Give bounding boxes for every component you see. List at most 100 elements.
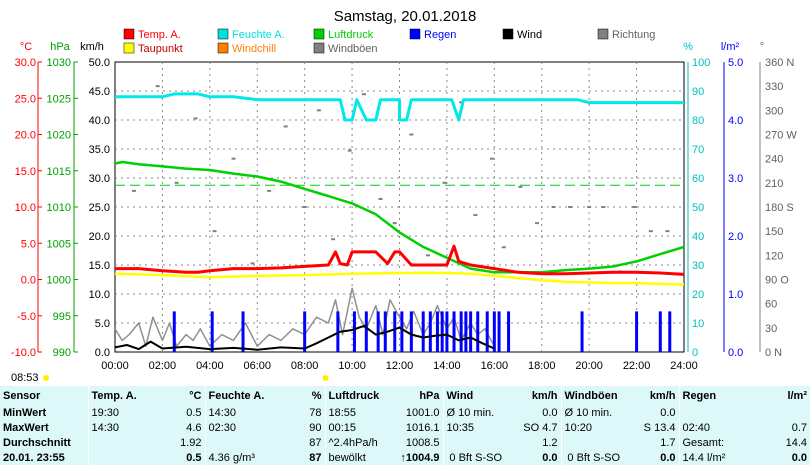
- direction-axis-tick-label: 360 N: [765, 57, 794, 69]
- markers: [43, 375, 329, 381]
- cell-hum-time: 14:30: [204, 405, 267, 420]
- x-tick-label: 08:00: [291, 360, 319, 372]
- rain-bar: [440, 311, 444, 352]
- row-label: Durchschnitt: [3, 436, 71, 449]
- direction-axis-tick-label: 210: [765, 178, 783, 190]
- cell-wind-value: 1.2: [542, 436, 558, 449]
- pressure-axis-tick-label: 990: [53, 347, 71, 359]
- x-tick-label: 06:00: [243, 360, 271, 372]
- legend-swatch: [502, 28, 514, 40]
- wind-axis-tick-label: 30.0: [89, 173, 110, 185]
- temperature-line: [115, 244, 685, 276]
- temp-axis-tick-label: 25.0: [15, 93, 36, 105]
- x-tick-label: 22:00: [623, 360, 651, 372]
- rain-bar: [497, 311, 501, 352]
- header-wind: Wind: [442, 386, 505, 405]
- cell-press-value: 1001.0: [405, 406, 440, 419]
- cell-rain-value: 0.0: [791, 451, 807, 464]
- dewpoint-line: [114, 271, 685, 286]
- humidity-unit: %: [683, 41, 693, 53]
- header-rain-unit: l/m²: [787, 389, 807, 402]
- rain-bar: [635, 311, 639, 352]
- rain-axis-tick-label: 5.0: [728, 57, 743, 69]
- rain-bar: [421, 311, 425, 352]
- humidity-axis-tick-label: 80: [692, 115, 704, 127]
- header-humidity-unit: %: [311, 389, 322, 402]
- table-row: Durchschnitt 1.92 87 ^2.4hPa/h 1008.5 1.…: [0, 435, 810, 450]
- cell-hum-value: 78: [309, 406, 322, 419]
- legend-swatch: [313, 28, 325, 40]
- x-tick-label: 18:00: [528, 360, 556, 372]
- cell-gust-value: 0.0: [660, 406, 676, 419]
- cell-rain-today: 14.4 l/m²: [678, 450, 751, 465]
- x-tick-label: 10:00: [338, 360, 366, 372]
- axes: 00:00 02:00 04:00 06:00 08:00 10:00 12:00 14:00…: [11, 57, 797, 372]
- cell-temp-value: 4.6: [186, 421, 202, 434]
- x-tick-label: 20:00: [575, 360, 603, 372]
- cell-rain-total-label: Gesamt:: [678, 435, 751, 450]
- legend-label: Windböen: [328, 43, 378, 55]
- rain-bar: [400, 311, 404, 352]
- cell-temp-value: 0.5: [186, 451, 202, 464]
- humidity-axis-tick-label: 20: [692, 289, 704, 301]
- rain-bar: [435, 311, 439, 352]
- wind-axis-tick-label: 50.0: [89, 57, 110, 69]
- humidity-axis-tick-label: 50: [692, 202, 704, 214]
- cell-temp-time: [87, 450, 153, 465]
- cell-wind-time: 10:35: [442, 420, 505, 435]
- direction-axis-tick-label: 60: [765, 299, 777, 311]
- cell-wind-time: [442, 435, 505, 450]
- header-temp: Temp. A.: [87, 386, 153, 405]
- direction-unit: °: [760, 41, 764, 53]
- pressure-line: [114, 160, 685, 274]
- humidity-axis-tick-label: 40: [692, 231, 704, 243]
- header-gust-unit: km/h: [649, 389, 676, 402]
- rain-bar: [303, 311, 307, 352]
- cell-press-value: ↑1004.9: [400, 451, 440, 464]
- current-time-dot: [322, 375, 329, 381]
- cell-hum-time: 02:30: [204, 420, 267, 435]
- legend-label: Feuchte A.: [232, 29, 285, 41]
- cell-press-time: 00:15: [324, 420, 385, 435]
- cell-rain-value: 14.4: [785, 436, 807, 449]
- rain-bar: [445, 311, 449, 352]
- legend-swatch: [123, 28, 135, 40]
- wind-axis-tick-label: 15.0: [89, 260, 110, 272]
- cell-temp-time: [87, 435, 153, 450]
- rain-bar: [428, 311, 432, 352]
- pressure-axis-tick-label: 1020: [47, 130, 71, 142]
- humidity-axis-tick-label: 70: [692, 144, 704, 156]
- rain-bar: [507, 311, 511, 352]
- rain-axis-tick-label: 0.0: [728, 347, 743, 359]
- cell-temp-time: 14:30: [87, 420, 153, 435]
- cell-wind-beaufort: 0 Bft S-SO: [442, 450, 505, 465]
- cell-temp-time: 19:30: [87, 405, 153, 420]
- weather-chart: Samstag, 20.01.2018 Temp. A. Feuchte A. Lu…: [11, 8, 797, 381]
- rain-bar: [469, 311, 473, 352]
- rain-bar: [452, 311, 456, 352]
- cell-wind-max: 4.7: [542, 421, 558, 434]
- rain-axis-tick-label: 4.0: [728, 115, 743, 127]
- legend-label: Taupunkt: [138, 43, 183, 55]
- pressure-axis-tick-label: 1000: [47, 275, 71, 287]
- cell-rain-value: [751, 405, 810, 420]
- rain-bar: [210, 311, 214, 352]
- legend-label: Richtung: [612, 29, 655, 41]
- pressure-axis-tick-label: 1010: [47, 202, 71, 214]
- legend-label: Windchill: [232, 43, 276, 55]
- rain-bar: [172, 311, 176, 352]
- direction-axis-tick-label: 90 O: [765, 275, 789, 287]
- cell-hum-value: 87: [309, 436, 322, 449]
- cell-hum-value: 87: [309, 451, 322, 464]
- table-row: 20.01. 23:55 0.5 4.36 g/m³ 87 bewölkt ↑1…: [0, 450, 810, 465]
- legend-label: Luftdruck: [328, 29, 374, 41]
- legend-swatch: [123, 42, 135, 54]
- header-pressure-unit: hPa: [419, 389, 440, 402]
- wind-axis-tick-label: 35.0: [89, 144, 110, 156]
- wind-axis-tick-label: 45.0: [89, 86, 110, 98]
- direction-axis-tick-label: 30: [765, 323, 777, 335]
- direction-axis-tick-label: 150: [765, 226, 783, 238]
- table-header-row: Sensor Temp. A. °C Feuchte A. % Luftdruc…: [0, 386, 810, 405]
- header-pressure: Luftdruck: [324, 386, 385, 405]
- cell-rain-time: [678, 405, 751, 420]
